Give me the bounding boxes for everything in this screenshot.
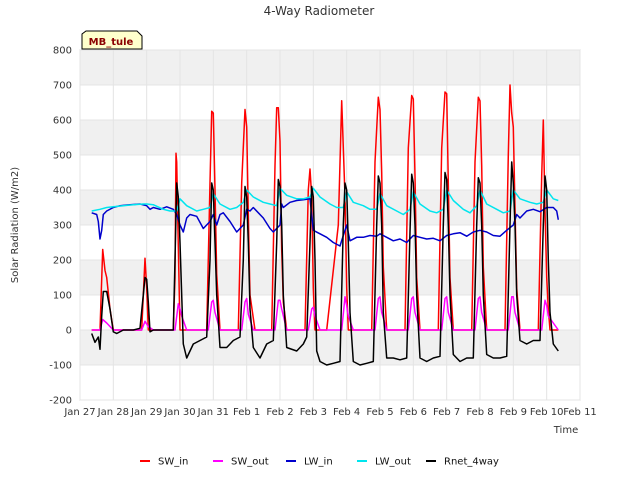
chart-title: 4-Way Radiometer bbox=[264, 4, 375, 18]
y-tick-label: 100 bbox=[53, 291, 72, 302]
series-line-rnet_4way bbox=[90, 161, 559, 366]
x-tick-label: Feb 3 bbox=[300, 407, 327, 418]
x-tick-label: Feb 2 bbox=[266, 407, 293, 418]
x-tick-label: Feb 4 bbox=[333, 407, 360, 418]
x-tick-label: Feb 9 bbox=[500, 407, 527, 418]
legend-label-lw_out: LW_out bbox=[375, 457, 411, 468]
grid-band bbox=[80, 260, 580, 295]
y-axis-title: Solar Radiation (W/m2) bbox=[10, 167, 21, 283]
y-tick-label: 800 bbox=[53, 46, 72, 57]
grid-band bbox=[80, 330, 580, 365]
y-tick-label: -100 bbox=[49, 361, 72, 372]
x-tick-label: Jan 29 bbox=[130, 407, 162, 418]
series-line-sw_out bbox=[91, 296, 559, 331]
y-tick-label: 0 bbox=[66, 326, 72, 337]
x-tick-label: Feb 6 bbox=[400, 407, 427, 418]
grid-band bbox=[80, 120, 580, 155]
x-tick-label: Feb 5 bbox=[366, 407, 393, 418]
legend-label-lw_in: LW_in bbox=[304, 457, 333, 468]
y-tick-label: 400 bbox=[53, 186, 72, 197]
legend-label-rnet_4way: Rnet_4way bbox=[444, 457, 499, 468]
y-tick-label: 600 bbox=[53, 116, 72, 127]
x-tick-label: Jan 27 bbox=[63, 407, 95, 418]
x-axis-title: Time bbox=[553, 425, 578, 436]
y-tick-label: 300 bbox=[53, 221, 72, 232]
x-tick-label: Feb 7 bbox=[433, 407, 460, 418]
grid-band bbox=[80, 50, 580, 85]
y-tick-label: 500 bbox=[53, 151, 72, 162]
x-tick-label: Feb 11 bbox=[563, 407, 597, 418]
y-tick-label: 700 bbox=[53, 81, 72, 92]
site-label-badge: MB_tule bbox=[81, 30, 143, 50]
x-tick-label: Jan 31 bbox=[197, 407, 229, 418]
x-tick-label: Feb 10 bbox=[530, 407, 564, 418]
x-tick-label: Jan 30 bbox=[163, 407, 195, 418]
legend-label-sw_in: SW_in bbox=[158, 457, 188, 468]
legend: SW_in SW_out LW_in LW_out Rnet_4way bbox=[140, 457, 499, 468]
legend-label-sw_out: SW_out bbox=[231, 457, 269, 468]
x-tick-label: Feb 1 bbox=[233, 407, 260, 418]
x-tick-label: Feb 8 bbox=[466, 407, 493, 418]
y-tick-label: 200 bbox=[53, 256, 72, 267]
x-tick-label: Jan 28 bbox=[97, 407, 129, 418]
y-tick-label: -200 bbox=[49, 396, 72, 407]
site-label: MB_tule bbox=[89, 37, 134, 48]
